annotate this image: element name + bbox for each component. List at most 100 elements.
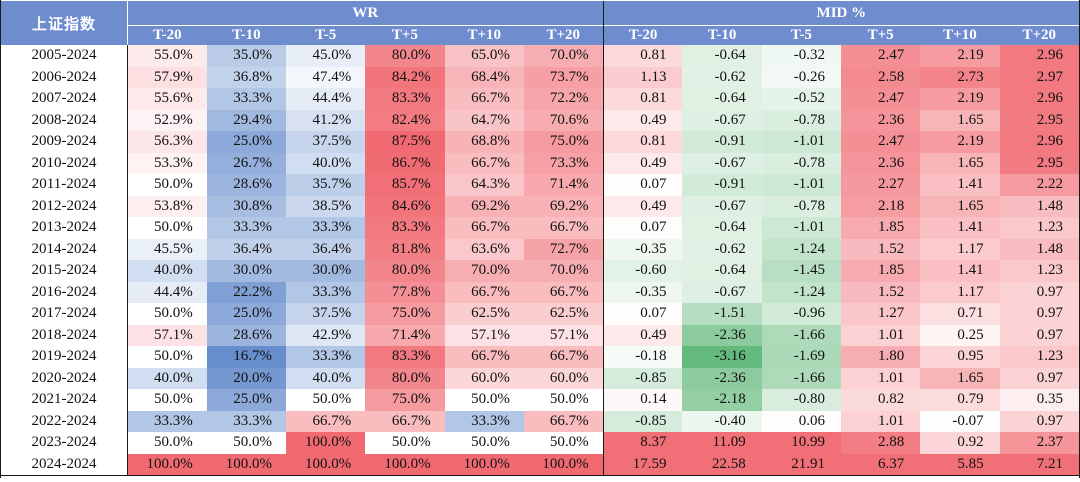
mid-cell: 2.18 bbox=[841, 195, 921, 217]
mid-cell: 1.23 bbox=[999, 217, 1079, 239]
wr-cell: 84.6% bbox=[365, 195, 445, 217]
wr-cell: 66.7% bbox=[444, 152, 524, 174]
wr-cell: 75.0% bbox=[365, 389, 445, 411]
mid-cell: -0.62 bbox=[682, 238, 762, 260]
period-cell: 2018-2024 bbox=[1, 324, 128, 346]
wr-cell: 40.0% bbox=[127, 367, 207, 389]
wr-cell: 37.5% bbox=[286, 303, 366, 325]
table-row: 2020-2024 40.0% 20.0% 40.0% 80.0% 60.0% 60.0% -… bbox=[1, 367, 1079, 389]
mid-cell: 1.48 bbox=[999, 195, 1079, 217]
wr-cell: 50.0% bbox=[365, 432, 445, 454]
mid-cell: 0.35 bbox=[999, 389, 1079, 411]
mid-col-header: T-10 bbox=[682, 25, 762, 45]
wr-cell: 45.5% bbox=[127, 238, 207, 260]
wr-cell: 40.0% bbox=[286, 152, 366, 174]
mid-cell: 0.97 bbox=[999, 281, 1079, 303]
wr-cell: 50.0% bbox=[523, 432, 604, 454]
wr-cell: 50.0% bbox=[127, 389, 207, 411]
wr-cell: 25.0% bbox=[206, 389, 287, 411]
mid-cell: -0.67 bbox=[682, 152, 762, 174]
mid-cell: 0.97 bbox=[999, 410, 1079, 432]
mid-cell: -1.01 bbox=[761, 217, 842, 239]
mid-cell: -0.80 bbox=[761, 389, 842, 411]
wr-cell: 22.2% bbox=[206, 281, 287, 303]
mid-cell: 11.09 bbox=[682, 432, 762, 454]
table-row: 2019-2024 50.0% 16.7% 33.3% 83.3% 66.7% 66.7% -… bbox=[1, 346, 1079, 368]
mid-cell: 2.73 bbox=[920, 66, 1000, 88]
wr-cell: 36.4% bbox=[206, 238, 287, 260]
wr-cell: 36.4% bbox=[286, 238, 366, 260]
wr-cell: 40.0% bbox=[286, 367, 366, 389]
wr-cell: 30.0% bbox=[286, 260, 366, 282]
mid-cell: -0.67 bbox=[682, 195, 762, 217]
wr-cell: 29.4% bbox=[206, 109, 287, 131]
mid-cell: 2.37 bbox=[999, 432, 1079, 454]
mid-cell: 1.85 bbox=[841, 260, 921, 282]
wr-cell: 35.0% bbox=[206, 45, 287, 67]
wr-cell: 66.7% bbox=[365, 410, 445, 432]
wr-cell: 70.0% bbox=[523, 45, 604, 67]
wr-cell: 33.3% bbox=[286, 281, 366, 303]
mid-cell: 2.96 bbox=[999, 131, 1079, 153]
mid-cell: 2.58 bbox=[841, 66, 921, 88]
period-cell: 2012-2024 bbox=[1, 195, 128, 217]
wr-cell: 33.3% bbox=[286, 346, 366, 368]
wr-cell: 80.0% bbox=[365, 367, 445, 389]
mid-cell: 21.91 bbox=[761, 453, 842, 476]
mid-cell: 2.36 bbox=[841, 109, 921, 131]
index-name-header: 上证指数 bbox=[1, 1, 128, 45]
mid-cell: 10.99 bbox=[761, 432, 842, 454]
wr-cell: 30.8% bbox=[206, 195, 287, 217]
period-cell: 2011-2024 bbox=[1, 174, 128, 196]
table-row: 2005-2024 55.0% 35.0% 45.0% 80.0% 65.0% 70.0% 0… bbox=[1, 45, 1079, 67]
mid-cell: -0.64 bbox=[682, 88, 762, 110]
mid-cell: -1.01 bbox=[761, 174, 842, 196]
mid-cell: 0.97 bbox=[999, 367, 1079, 389]
mid-cell: -0.32 bbox=[761, 45, 842, 67]
mid-cell: -1.24 bbox=[761, 238, 842, 260]
wr-cell: 72.7% bbox=[523, 238, 604, 260]
table-row: 2006-2024 57.9% 36.8% 47.4% 84.2% 68.4% 73.7% 1… bbox=[1, 66, 1079, 88]
period-cell: 2005-2024 bbox=[1, 45, 128, 67]
wr-cell: 83.3% bbox=[365, 346, 445, 368]
wr-cell: 75.0% bbox=[365, 303, 445, 325]
wr-cell: 50.0% bbox=[523, 389, 604, 411]
mid-cell: -3.16 bbox=[682, 346, 762, 368]
wr-cell: 100.0% bbox=[127, 453, 207, 476]
mid-cell: 0.07 bbox=[602, 217, 683, 239]
wr-col-header: T+10 bbox=[444, 25, 524, 45]
wr-cell: 53.8% bbox=[127, 195, 207, 217]
wr-cell: 70.0% bbox=[523, 260, 604, 282]
wr-cell: 47.4% bbox=[286, 66, 366, 88]
mid-cell: -1.24 bbox=[761, 281, 842, 303]
mid-cell: -1.45 bbox=[761, 260, 842, 282]
mid-cell: 0.49 bbox=[602, 152, 683, 174]
mid-cell: 1.80 bbox=[841, 346, 921, 368]
mid-cell: -0.52 bbox=[761, 88, 842, 110]
mid-cell: 1.65 bbox=[920, 109, 1000, 131]
wr-cell: 82.4% bbox=[365, 109, 445, 131]
wr-cell: 71.4% bbox=[365, 324, 445, 346]
mid-cell: 0.82 bbox=[841, 389, 921, 411]
mid-cell: 2.22 bbox=[999, 174, 1079, 196]
mid-cell: -0.78 bbox=[761, 109, 842, 131]
mid-cell: -1.51 bbox=[682, 303, 762, 325]
wr-cell: 73.7% bbox=[523, 66, 604, 88]
mid-cell: 8.37 bbox=[602, 432, 683, 454]
mid-cell: 1.52 bbox=[841, 281, 921, 303]
wr-cell: 86.7% bbox=[365, 152, 445, 174]
wr-col-header: T-5 bbox=[286, 25, 366, 45]
wr-cell: 66.7% bbox=[444, 346, 524, 368]
mid-col-header: T-5 bbox=[761, 25, 842, 45]
period-cell: 2009-2024 bbox=[1, 131, 128, 153]
wr-cell: 55.6% bbox=[127, 88, 207, 110]
wr-cell: 77.8% bbox=[365, 281, 445, 303]
mid-cell: 0.07 bbox=[602, 303, 683, 325]
wr-cell: 37.5% bbox=[286, 131, 366, 153]
mid-cell: -0.85 bbox=[602, 367, 683, 389]
mid-cell: -0.78 bbox=[761, 152, 842, 174]
wr-cell: 71.4% bbox=[523, 174, 604, 196]
wr-cell: 84.2% bbox=[365, 66, 445, 88]
wr-cell: 35.7% bbox=[286, 174, 366, 196]
